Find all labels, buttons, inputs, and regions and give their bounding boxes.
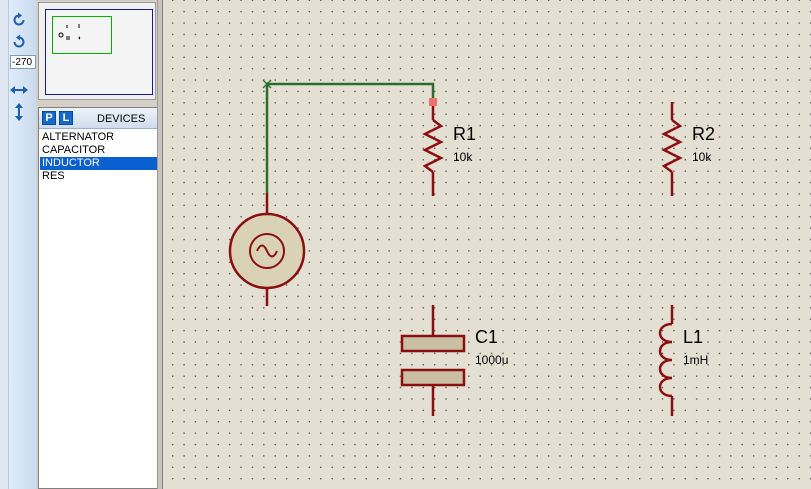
rotate-clockwise-button[interactable] <box>8 10 30 30</box>
device-item-res[interactable]: RES <box>42 170 65 182</box>
device-item-capacitor[interactable]: CAPACITOR <box>42 144 106 156</box>
schematic-canvas[interactable]: R1 10k R2 10k C1 1000u L1 1mH <box>162 0 811 489</box>
devices-panel: P L DEVICES ALTERNATOR CAPACITOR INDUCTO… <box>38 107 158 489</box>
c1-reference-label: C1 <box>475 327 498 347</box>
selected-pin-marker[interactable] <box>429 98 437 106</box>
overview-viewport[interactable] <box>52 16 112 54</box>
pick-devices-button[interactable]: P <box>42 111 56 125</box>
resistor-r2[interactable] <box>661 102 683 196</box>
overview-window[interactable] <box>38 2 156 100</box>
overview-thumbnail <box>58 24 81 40</box>
mirror-horizontal-icon <box>10 86 28 94</box>
device-list: ALTERNATOR CAPACITOR INDUCTOR RES <box>40 131 157 183</box>
device-item-inductor[interactable]: INDUCTOR <box>40 157 157 170</box>
mirror-vertical-button[interactable] <box>8 102 30 122</box>
r1-reference-label: R1 <box>453 124 476 144</box>
resistor-r1[interactable] <box>422 106 444 196</box>
device-item-alternator[interactable]: ALTERNATOR <box>42 131 115 143</box>
rotation-angle-field[interactable] <box>10 55 36 69</box>
library-manager-button[interactable]: L <box>59 111 73 125</box>
r2-value-label: 10k <box>692 150 712 164</box>
schematic-drawing: R1 10k R2 10k C1 1000u L1 1mH <box>228 79 715 416</box>
side-panel: P L DEVICES ALTERNATOR CAPACITOR INDUCTO… <box>36 0 160 489</box>
capacitor-c1[interactable] <box>400 305 466 416</box>
alternator-source[interactable] <box>228 193 306 306</box>
panel-splitter[interactable] <box>157 0 162 489</box>
rotate-anticlockwise-button[interactable] <box>8 32 30 52</box>
rotate-anticlockwise-icon <box>13 34 25 48</box>
rotate-clockwise-icon <box>13 12 25 26</box>
r2-reference-label: R2 <box>692 124 715 144</box>
overview-sheet-border <box>45 9 153 95</box>
devices-header: P L DEVICES <box>39 108 157 129</box>
wire-junction-marker <box>262 79 272 89</box>
r1-value-label: 10k <box>453 150 473 164</box>
mirror-horizontal-button[interactable] <box>8 80 30 100</box>
inductor-l1[interactable] <box>658 305 674 416</box>
c1-value-label: 1000u <box>475 353 508 367</box>
wire[interactable] <box>265 82 435 193</box>
mirror-vertical-icon <box>15 103 23 121</box>
toolbar-edge <box>0 0 9 489</box>
l1-reference-label: L1 <box>683 327 703 347</box>
left-toolbar <box>0 0 37 489</box>
devices-title: DEVICES <box>97 113 146 125</box>
l1-value-label: 1mH <box>683 353 708 367</box>
